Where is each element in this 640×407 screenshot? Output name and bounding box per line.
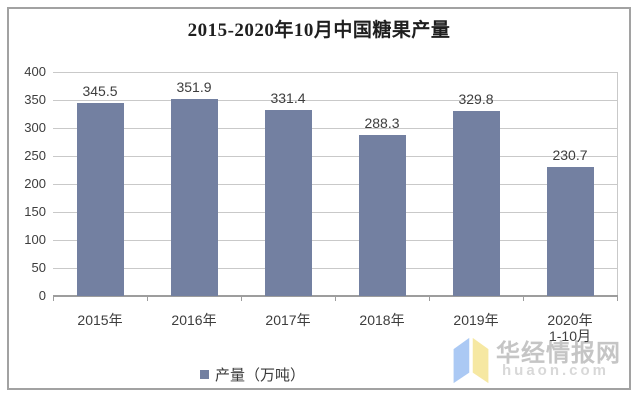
x-tick-label: 2017年	[265, 312, 311, 328]
plot-right-border	[617, 72, 618, 296]
legend-label: 产量（万吨）	[215, 367, 306, 384]
bar	[546, 167, 594, 296]
y-tick-label: 0	[38, 288, 46, 303]
gridline	[53, 183, 617, 185]
legend-marker-icon	[200, 370, 209, 379]
gridline	[53, 267, 617, 269]
x-tick-label: 2016年	[171, 312, 217, 328]
chart-title: 2015-2020年10月中国糖果产量	[187, 20, 451, 41]
gridline	[53, 211, 617, 213]
gridline	[53, 99, 617, 101]
bar-value-label: 329.8	[458, 91, 494, 107]
bar-value-label: 230.7	[552, 147, 588, 163]
watermark-site-name: 华经情报网	[496, 340, 621, 367]
huaon-logo-icon	[453, 337, 489, 384]
bar-value-label: 345.5	[82, 83, 118, 99]
logo-right-page	[472, 337, 489, 384]
x-tick-label: 2015年	[77, 312, 123, 328]
bar-value-label: 351.9	[176, 79, 212, 95]
bar	[76, 103, 124, 296]
axis-tick	[147, 296, 148, 301]
x-tick-label: 2018年	[359, 312, 405, 328]
y-tick-label: 100	[24, 232, 46, 247]
axis-tick	[335, 296, 336, 301]
gridline	[53, 155, 617, 157]
axis-tick	[617, 296, 618, 301]
x-tick-label: 2020年 1-10月	[523, 312, 617, 344]
x-tick-label: 2019年	[453, 312, 499, 328]
bar	[452, 111, 500, 296]
watermark: 华经情报网 huaon.com	[450, 332, 625, 384]
gridline	[53, 239, 617, 241]
bar-value-label: 331.4	[270, 90, 306, 106]
logo-left-page	[453, 337, 470, 384]
y-tick-label: 250	[24, 148, 46, 163]
axis-tick	[241, 296, 242, 301]
bar	[358, 135, 406, 296]
y-tick-label: 200	[24, 176, 46, 191]
legend: 产量（万吨）	[200, 364, 305, 385]
watermark-site-url: huaon.com	[502, 362, 610, 379]
y-tick-label: 400	[24, 64, 46, 79]
x-tick-sublabel: 1-10月	[548, 328, 592, 344]
axis-tick	[523, 296, 524, 301]
bar	[170, 99, 218, 296]
y-tick-label: 50	[31, 260, 46, 275]
bar-value-label: 288.3	[364, 115, 400, 131]
axis-tick	[53, 296, 54, 301]
gridline	[53, 71, 617, 73]
bar	[264, 110, 312, 296]
y-tick-label: 150	[24, 204, 46, 219]
y-tick-label: 350	[24, 92, 46, 107]
y-tick-label: 300	[24, 120, 46, 135]
axis-tick	[429, 296, 430, 301]
gridline	[53, 127, 617, 129]
